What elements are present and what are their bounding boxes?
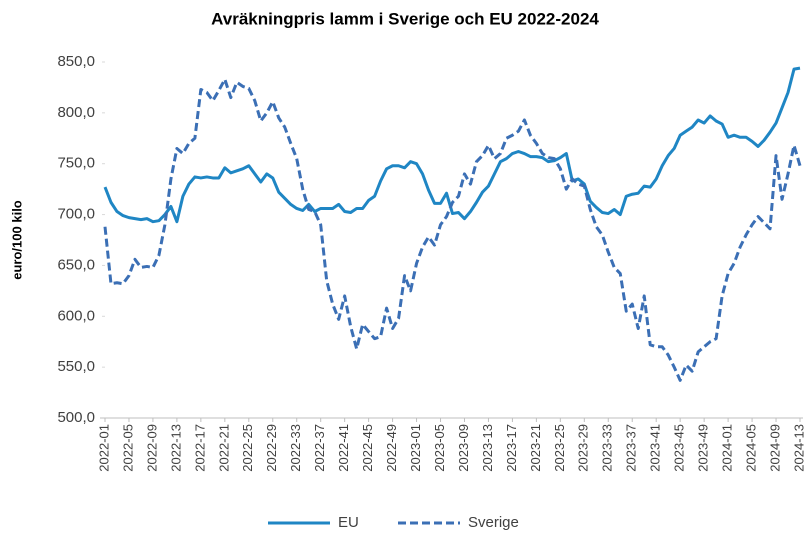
x-tick-label: 2024-01 [720,424,735,472]
y-tick-label: 600,0 [57,307,95,324]
legend-label: Sverige [468,514,519,531]
x-tick-label: 2023-13 [480,424,495,472]
x-tick-label: 2024-09 [767,424,782,472]
x-tick-label: 2023-05 [432,424,447,472]
x-tick-label: 2022-29 [264,424,279,472]
chart-title: Avräkningpris lamm i Sverige och EU 2022… [211,9,599,28]
x-tick-label: 2022-17 [192,424,207,472]
x-tick-label: 2023-09 [456,424,471,472]
x-tick-label: 2023-21 [528,424,543,472]
x-tick-label: 2022-05 [120,424,135,472]
x-tick-label: 2023-41 [648,424,663,472]
x-tick-label: 2023-25 [552,424,567,472]
x-tick-label: 2022-13 [168,424,183,472]
x-tick-label: 2023-01 [408,424,423,472]
x-tick-label: 2022-09 [144,424,159,472]
x-tick-label: 2022-37 [312,424,327,472]
y-tick-label: 800,0 [57,104,95,121]
series-line [103,77,802,382]
x-tick-label: 2024-05 [744,424,759,472]
x-tick-label: 2022-01 [96,424,111,472]
y-tick-label: 850,0 [57,53,95,70]
x-tick-label: 2022-41 [336,424,351,472]
x-tick-label: 2023-17 [504,424,519,472]
x-tick-label: 2024-13 [791,424,806,472]
x-tick-label: 2022-49 [384,424,399,472]
x-tick-label: 2022-33 [288,424,303,472]
y-tick-label: 700,0 [57,206,95,223]
x-tick-label: 2022-45 [360,424,375,472]
x-tick-label: 2023-33 [600,424,615,472]
x-tick-label: 2023-29 [576,424,591,472]
x-tick-label: 2023-49 [696,424,711,472]
x-tick-label: 2023-45 [672,424,687,472]
y-axis-label: euro/100 kilo [9,200,24,280]
x-tick-label: 2023-37 [624,424,639,472]
y-tick-label: 500,0 [57,409,95,426]
y-tick-label: 750,0 [57,155,95,172]
y-tick-label: 550,0 [57,358,95,375]
y-tick-label: 650,0 [57,256,95,273]
x-tick-label: 2022-21 [216,424,231,472]
legend-label: EU [338,514,359,531]
series-line [103,66,801,224]
x-tick-label: 2022-25 [240,424,255,472]
